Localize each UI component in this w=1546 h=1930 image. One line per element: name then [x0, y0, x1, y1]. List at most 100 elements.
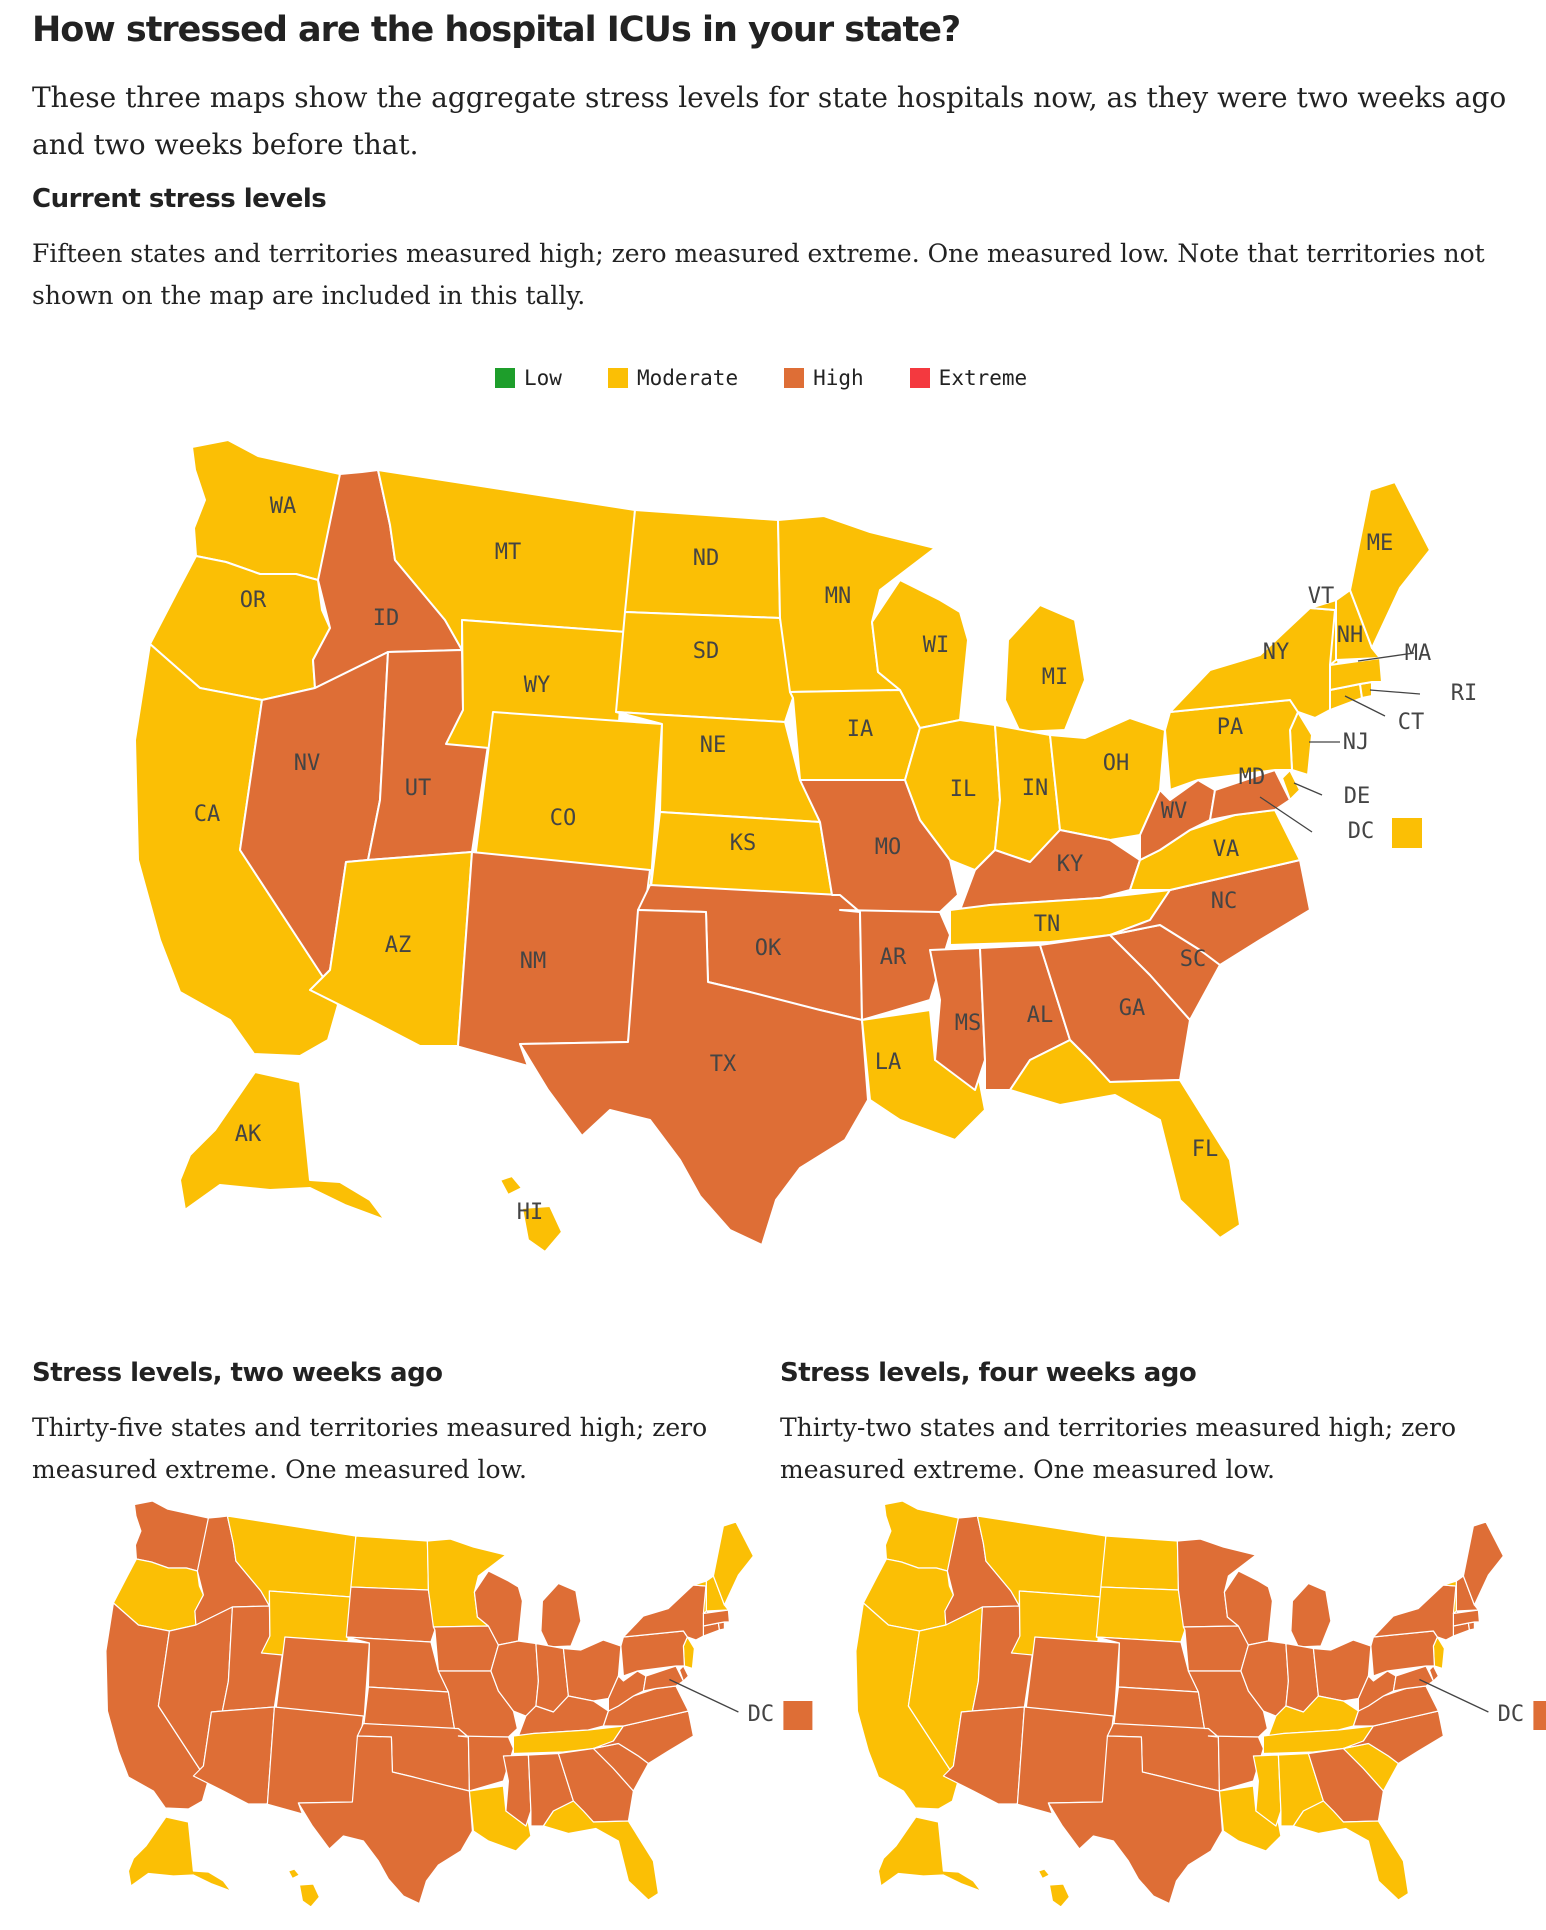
state-tx — [519, 909, 869, 1246]
state-label-md: MD — [1239, 765, 1266, 790]
state-ar — [1207, 1735, 1265, 1792]
legend-label-low: Low — [524, 366, 562, 390]
state-de — [1428, 1665, 1440, 1682]
state-wi — [473, 1570, 524, 1646]
state-label-wy: WY — [524, 673, 551, 698]
state-me — [1349, 481, 1431, 649]
map-layer: DC — [105, 1500, 813, 1908]
state-label-de: DE — [1344, 784, 1371, 809]
state-label-ok: OK — [755, 936, 782, 961]
legend: Low Moderate High Extreme — [495, 364, 1027, 392]
state-label-wa: WA — [270, 494, 297, 519]
state-la — [1218, 1785, 1282, 1852]
state-tx — [1047, 1735, 1224, 1905]
state-ia — [1182, 1625, 1250, 1672]
state-label-ky: KY — [1057, 852, 1084, 877]
state-label-ia: IA — [847, 717, 874, 742]
callout-line-de — [1293, 782, 1323, 796]
two-weeks-heading: Stress levels, two weeks ago — [32, 1358, 443, 1388]
state-label-nm: NM — [520, 949, 547, 974]
state-label-ms: MS — [955, 1011, 982, 1036]
state-label-ca: CA — [194, 802, 221, 827]
state-label-or: OR — [240, 588, 267, 613]
callout-line-dc — [669, 1678, 739, 1713]
state-label-ga: GA — [1119, 996, 1146, 1021]
state-label-dc: DC — [1498, 1702, 1525, 1727]
callout-line-dc — [1419, 1678, 1489, 1713]
state-vt — [692, 1580, 708, 1615]
legend-swatch-high — [784, 368, 805, 388]
state-label-nj: NJ — [1343, 730, 1370, 755]
state-ar — [839, 909, 951, 1021]
legend-swatch-low — [495, 368, 515, 388]
intro-paragraph: These three maps show the aggregate stre… — [32, 81, 1507, 161]
state-label-tn: TN — [1034, 912, 1061, 937]
state-label-ak: AK — [235, 1122, 262, 1147]
state-label-mi: MI — [1042, 665, 1069, 690]
state-label-il: IL — [950, 777, 977, 802]
map-layer: DC — [855, 1500, 1546, 1908]
state-sd — [345, 1586, 436, 1643]
state-label-la: LA — [875, 1050, 902, 1075]
state-label-nh: NH — [1337, 623, 1364, 648]
current-description: Fifteen states and territories measured … — [32, 239, 1485, 310]
dc-swatch — [1533, 1701, 1546, 1730]
state-label-id: ID — [373, 606, 400, 631]
state-label-nd: ND — [693, 546, 720, 571]
state-la — [468, 1785, 532, 1852]
state-hi — [287, 1868, 321, 1908]
state-label-nv: NV — [294, 751, 321, 776]
state-ak — [179, 1071, 386, 1221]
four-weeks-heading: Stress levels, four weeks ago — [780, 1358, 1197, 1388]
state-label-ma: MA — [1405, 641, 1432, 666]
state-label-mo: MO — [875, 835, 902, 860]
state-tx — [297, 1735, 474, 1905]
state-me — [1462, 1521, 1505, 1606]
four-weeks-description: Thirty-two states and territories measur… — [780, 1413, 1457, 1484]
state-label-fl: FL — [1192, 1137, 1219, 1162]
state-label-ar: AR — [880, 945, 907, 970]
legend-label-extreme: Extreme — [938, 366, 1028, 390]
state-label-az: AZ — [385, 933, 412, 958]
map-layer: WA OR CA ID NV UT AZ MT WY CO NM ND SD NE KS OK TX MN IA MO… — [134, 439, 1477, 1253]
state-label-me: ME — [1367, 531, 1394, 556]
state-ny — [1372, 1584, 1460, 1641]
state-nd — [1100, 1535, 1180, 1591]
state-label-ks: KS — [730, 831, 757, 856]
state-label-dc: DC — [1348, 819, 1375, 844]
state-wi — [1223, 1570, 1274, 1646]
state-hi — [499, 1175, 563, 1253]
legend-item-high: High — [784, 366, 864, 390]
legend-item-low: Low — [495, 366, 562, 390]
state-label-in: IN — [1022, 776, 1049, 801]
legend-item-moderate: Moderate — [607, 366, 739, 390]
state-ak — [877, 1816, 982, 1892]
state-sd — [1095, 1586, 1186, 1643]
callout-line-ct — [1344, 695, 1386, 717]
state-label-dc: DC — [748, 1702, 775, 1727]
state-ak — [127, 1816, 232, 1892]
state-fl — [1292, 1800, 1410, 1901]
dc-swatch — [783, 1701, 813, 1730]
state-ar — [457, 1735, 515, 1792]
two-weeks-description: Thirty-five states and territories measu… — [32, 1413, 708, 1484]
state-label-sc: SC — [1180, 947, 1207, 972]
state-nc — [1109, 859, 1311, 966]
state-la — [861, 1009, 986, 1141]
state-label-mt: MT — [495, 540, 522, 565]
state-label-mn: MN — [825, 584, 852, 609]
state-vt — [1442, 1580, 1458, 1615]
state-label-nc: NC — [1211, 889, 1238, 914]
state-label-wv: WV — [1161, 799, 1188, 824]
state-ks — [1112, 1686, 1206, 1730]
legend-swatch-extreme — [909, 368, 930, 388]
legend-item-extreme: Extreme — [909, 366, 1028, 390]
state-de — [678, 1665, 690, 1682]
state-label-al: AL — [1027, 1003, 1054, 1028]
state-sd — [615, 611, 794, 723]
state-label-ny: NY — [1263, 640, 1290, 665]
callout-line-dc — [1259, 796, 1313, 833]
legend-label-moderate: Moderate — [636, 366, 739, 390]
